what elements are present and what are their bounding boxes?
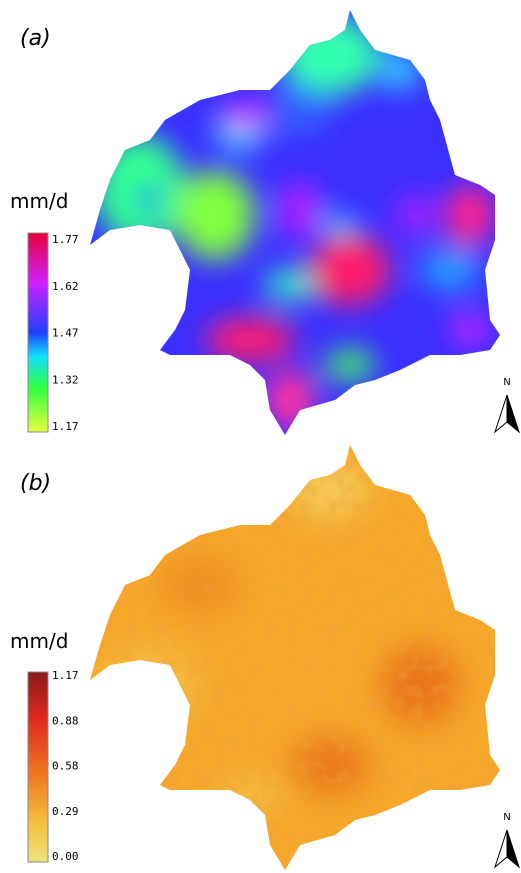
colorbar-tick-label: 1.32 (52, 373, 79, 386)
north-label: N (503, 812, 510, 823)
unit-label: mm/d (10, 629, 68, 653)
map-figure: (a) mm/d N 1.77 1.62 1.47 1.32 1.17 (b) mm/d N 1.17… (0, 0, 521, 873)
north-label: N (503, 377, 510, 388)
colorbar-tick-label: 1.77 (52, 233, 79, 246)
colorbar-tick-label: 0.29 (52, 805, 79, 818)
colorbar-tick-label: 0.58 (52, 760, 79, 773)
north-arrow (495, 830, 519, 867)
colorbar-tick-label: 1.47 (52, 327, 79, 340)
colorbar-tick-label: 0.00 (52, 850, 79, 863)
colorbar (28, 672, 48, 862)
north-arrow (495, 395, 519, 432)
panel-label: (a) (20, 26, 51, 51)
colorbar-tick-label: 0.88 (52, 714, 79, 727)
colorbar-tick-label: 1.17 (52, 420, 79, 433)
unit-label: mm/d (10, 189, 68, 213)
panel-label: (b) (20, 471, 51, 496)
figure: (a) mm/d N 1.77 1.62 1.47 1.32 1.17 (b) mm/d N 1.17… (0, 0, 521, 873)
colorbar-tick-label: 1.62 (52, 280, 79, 293)
colorbar-tick-label: 1.17 (52, 669, 79, 682)
colorbar (28, 233, 48, 432)
map-b (80, 435, 510, 873)
map-a (80, 0, 510, 440)
